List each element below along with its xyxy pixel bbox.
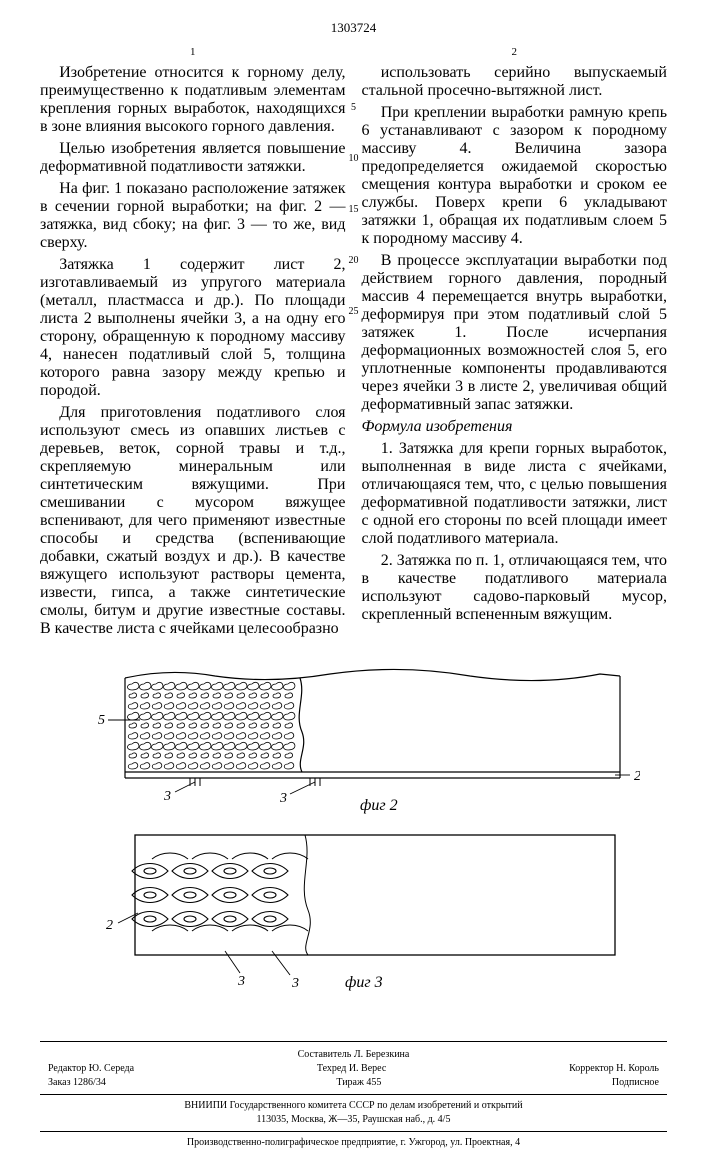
figure-3-label: фиг 3 bbox=[345, 974, 383, 991]
para: В процессе эксплуатации выработки под де… bbox=[362, 252, 668, 414]
mark: 20 bbox=[349, 255, 359, 266]
claims-heading: Формула изобретения bbox=[362, 418, 668, 436]
para: Для приготовления податливого слоя испол… bbox=[40, 404, 346, 638]
text-block: 1 Изобретение относится к горному делу, … bbox=[40, 46, 667, 642]
tirage: Тираж 455 bbox=[336, 1076, 381, 1090]
ref-3: 3 bbox=[279, 791, 287, 806]
para: На фиг. 1 показано расположение затяжек … bbox=[40, 180, 346, 252]
page: 1303724 1 Изобретение относится к горном… bbox=[0, 0, 707, 1170]
ref-3: 3 bbox=[163, 789, 171, 804]
subscription: Подписное bbox=[612, 1076, 659, 1090]
ref-2: 2 bbox=[106, 918, 113, 933]
left-column: 1 Изобретение относится к горному делу, … bbox=[40, 46, 346, 642]
para: Изобретение относится к горному делу, пр… bbox=[40, 64, 346, 136]
printer: Производственно-полиграфическое предприя… bbox=[40, 1136, 667, 1150]
para: Целью изобретения является повышение деф… bbox=[40, 140, 346, 176]
organization: ВНИИПИ Государственного комитета СССР по… bbox=[40, 1099, 667, 1113]
figures: 5 3 3 2 фиг 2 2 3 3 фиг 3 bbox=[40, 660, 667, 1015]
mark: 10 bbox=[349, 153, 359, 164]
imprint-footer: Составитель Л. Березкина Редактор Ю. Сер… bbox=[40, 1041, 667, 1150]
claim: 1. Затяжка для крепи горных выработок, в… bbox=[362, 440, 668, 548]
compiler: Составитель Л. Березкина bbox=[40, 1048, 667, 1062]
address: 113035, Москва, Ж—35, Раушская наб., д. … bbox=[40, 1113, 667, 1127]
right-column: 2 использовать серийно выпускаемый сталь… bbox=[362, 46, 668, 642]
ref-2: 2 bbox=[634, 769, 640, 784]
line-number-marks: 5 10 15 20 25 bbox=[346, 46, 362, 642]
order: Заказ 1286/34 bbox=[48, 1076, 106, 1090]
para: Затяжка 1 содержит лист 2, изготавливаем… bbox=[40, 256, 346, 400]
claim: 2. Затяжка по п. 1, отличающаяся тем, чт… bbox=[362, 552, 668, 624]
mark: 5 bbox=[351, 102, 356, 113]
ref-3: 3 bbox=[291, 976, 299, 991]
page-number-right: 2 bbox=[362, 46, 668, 58]
corrector: Корректор Н. Король bbox=[569, 1062, 659, 1076]
figure-2: 5 3 3 2 фиг 2 bbox=[40, 660, 640, 825]
para: При креплении выработки рамную крепь 6 у… bbox=[362, 104, 668, 248]
document-number: 1303724 bbox=[40, 20, 667, 36]
figure-3: 2 3 3 фиг 3 bbox=[40, 825, 640, 1015]
page-number-left: 1 bbox=[40, 46, 346, 58]
para: использовать серийно выпускаемый стально… bbox=[362, 64, 668, 100]
tehred: Техред И. Верес bbox=[317, 1062, 386, 1076]
mark: 15 bbox=[349, 204, 359, 215]
ref-3: 3 bbox=[237, 974, 245, 989]
mark: 25 bbox=[349, 306, 359, 317]
figure-2-label: фиг 2 bbox=[360, 797, 398, 814]
editor: Редактор Ю. Середа bbox=[48, 1062, 134, 1076]
ref-5: 5 bbox=[98, 713, 105, 728]
